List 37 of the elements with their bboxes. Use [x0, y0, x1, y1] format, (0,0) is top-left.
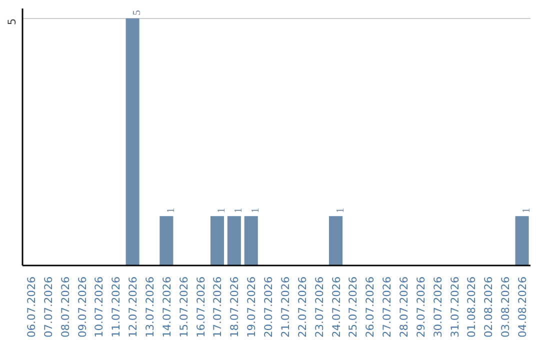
x-tick-label: 02.08.2026	[482, 276, 496, 338]
x-tick-label: 19.07.2026	[245, 276, 258, 338]
data-label: 1	[166, 208, 177, 214]
x-tick-label: 08.07.2026	[58, 276, 72, 338]
x-tick-label: 27.07.2026	[380, 276, 394, 338]
x-tick-label: 18.07.2026	[228, 276, 242, 338]
data-label: 5	[132, 10, 144, 16]
x-tick-label: 13.07.2026	[144, 276, 156, 338]
data-label: 1	[216, 208, 228, 214]
x-tick-label: 06.07.2026	[24, 276, 38, 338]
x-tick-label: 28.07.2026	[398, 276, 410, 338]
x-tick-label: 20.07.2026	[262, 276, 276, 338]
x-tick-label: 14.07.2026	[160, 276, 174, 338]
x-tick-label: 09.07.2026	[76, 276, 89, 338]
x-tick-label: 10.07.2026	[92, 276, 106, 338]
x-tick-label: 15.07.2026	[177, 276, 190, 338]
x-tick-label: 03.08.2026	[499, 276, 512, 338]
x-tick-label: 31.07.2026	[448, 276, 462, 338]
data-label: 1	[522, 208, 533, 214]
x-tick-label: 17.07.2026	[211, 276, 224, 338]
data-label: 1	[234, 208, 245, 214]
data-label: 1	[250, 208, 262, 214]
x-tick-label: 16.07.2026	[194, 276, 208, 338]
x-tick-label: 25.07.2026	[346, 276, 360, 338]
x-tick-label: 30.07.2026	[431, 276, 444, 338]
x-tick-label: 12.07.2026	[126, 276, 140, 338]
x-tick-label: 01.08.2026	[465, 276, 478, 338]
x-tick-label: 29.07.2026	[414, 276, 428, 338]
x-tick-label: 26.07.2026	[364, 276, 377, 338]
x-tick-label: 21.07.2026	[278, 276, 292, 338]
x-tick-label: 23.07.2026	[312, 276, 326, 338]
x-tick-label: 04.08.2026	[516, 276, 530, 338]
x-tick-label: 11.07.2026	[110, 276, 123, 338]
x-tick-label: 07.07.2026	[42, 276, 55, 338]
x-tick-label: 22.07.2026	[296, 276, 309, 338]
x-tick-label: 24.07.2026	[330, 276, 343, 338]
data-label: 1	[335, 208, 346, 214]
